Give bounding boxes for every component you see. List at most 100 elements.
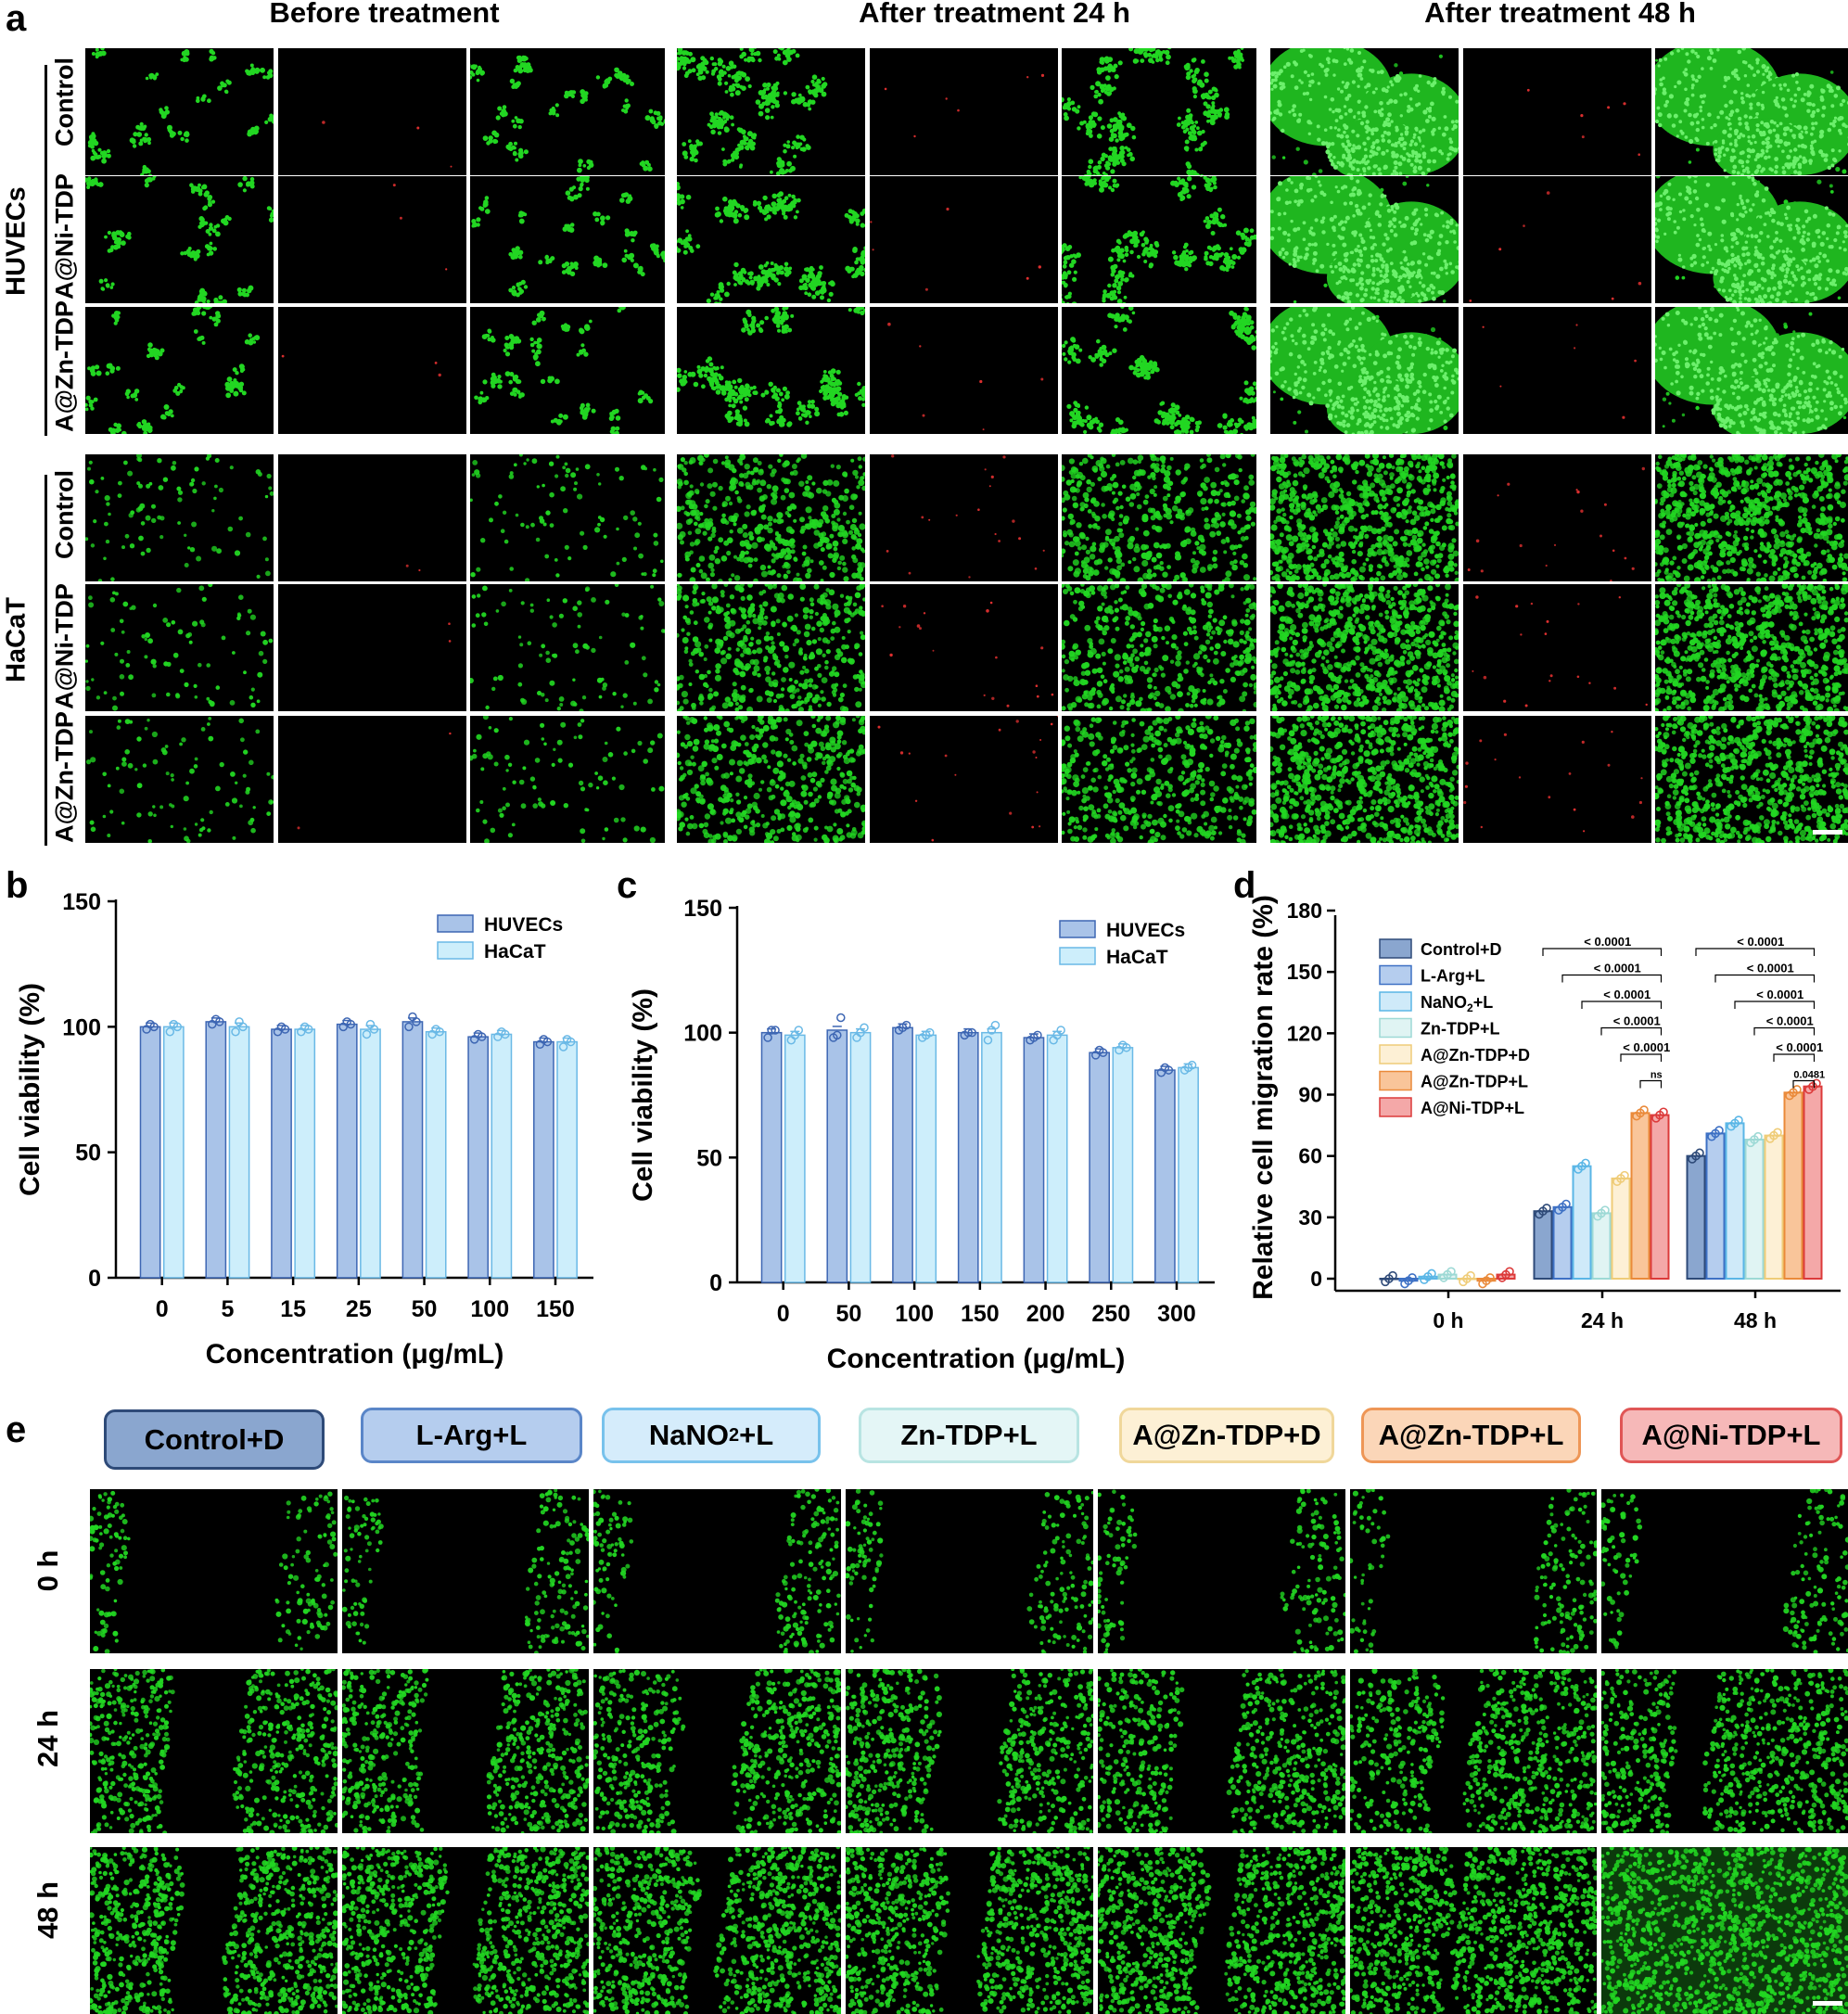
- bar-HaCaT-300: [1178, 1066, 1199, 1283]
- d-legend-label-1: L-Arg+L: [1421, 967, 1485, 986]
- tile-a-r2-g1-c2: [1062, 307, 1256, 434]
- tile-e-t0-g5: [1350, 1489, 1597, 1653]
- ytick-label-3: 150: [683, 896, 722, 922]
- point-HaCaT-250-2: [1122, 1043, 1131, 1052]
- ytick-label-2: 100: [683, 1021, 722, 1047]
- xlabel: Concentration (μg/mL): [827, 1344, 1126, 1374]
- bracket-hacat: [45, 475, 47, 846]
- xtick-label-3: 25: [346, 1296, 372, 1322]
- d-point-4-2-2: [1773, 1128, 1782, 1138]
- d-sig48-label-4: < 0.0001: [1776, 1040, 1823, 1054]
- tile-a-r2-g1-c1: [870, 307, 1058, 434]
- point-HUVECs-5-2: [215, 1017, 224, 1026]
- bar-HUVECs-150: [533, 1040, 554, 1279]
- point-HUVECs-100-2: [901, 1020, 911, 1030]
- tile-a-r5-g2-c2: [1655, 716, 1848, 843]
- tile-e-t1-g1: [342, 1669, 589, 1833]
- point-HaCaT-50-2: [860, 1023, 869, 1033]
- d-ytick-6: 180: [1287, 899, 1322, 923]
- d-ytick-0: 0: [1310, 1267, 1322, 1291]
- tile-a-r5-g2-c0: [1270, 716, 1459, 843]
- bar-HaCaT-0: [162, 1026, 185, 1279]
- row-label-hacat-zn: A@Zn-TDP: [51, 711, 80, 843]
- point-HUVECs-50-2: [836, 1013, 846, 1023]
- tile-a-r2-g2-c0: [1270, 307, 1459, 434]
- bar-HaCaT-200: [1046, 1034, 1068, 1283]
- d-bar-5-1: [1630, 1112, 1650, 1280]
- xtick-label-5: 100: [470, 1296, 509, 1322]
- tile-e-t2-g6: [1601, 1847, 1848, 2014]
- d-xtick-0: 0 h: [1433, 1308, 1463, 1332]
- tile-e-t2-g0: [90, 1847, 338, 2014]
- d-sig24-bracket-4: [1620, 1053, 1663, 1062]
- d-legend-swatch-5: [1379, 1070, 1412, 1091]
- point-HUVECs-50-2: [412, 1017, 421, 1026]
- bar-HUVECs-100: [467, 1036, 490, 1279]
- ytick-label-1: 50: [696, 1145, 722, 1171]
- point-HUVECs-0-0: [763, 1033, 772, 1042]
- tile-e-t0-g3: [846, 1489, 1093, 1653]
- d-legend-swatch-4: [1379, 1044, 1412, 1064]
- d-point-6-1-2: [1659, 1107, 1668, 1117]
- tile-e-t2-g3: [846, 1847, 1093, 2014]
- d-bar-2-1: [1572, 1165, 1592, 1281]
- legend-label-1: HaCaT: [484, 941, 546, 962]
- point-HaCaT-150-2: [566, 1037, 576, 1047]
- d-point-0-2-2: [1695, 1148, 1704, 1158]
- bar-HUVECs-0: [760, 1031, 783, 1283]
- bar-HUVECs-250: [1089, 1052, 1111, 1283]
- point-HaCaT-15-2: [303, 1025, 313, 1034]
- d-sig48-bracket-3: [1753, 1026, 1816, 1036]
- tile-a-r0-g2-c0: [1270, 48, 1459, 175]
- tile-e-t1-g5: [1350, 1669, 1597, 1833]
- row-label-huvecs-zn: A@Zn-TDP: [51, 300, 80, 432]
- row-label-hacat-control: Control: [51, 470, 80, 559]
- point-HUVECs-150-1: [963, 1027, 973, 1038]
- tile-a-r3-g1-c1: [870, 454, 1058, 581]
- tile-a-r0-g0-c0: [85, 48, 274, 175]
- tile-e-t0-g6: [1601, 1489, 1848, 1653]
- d-ytick-4: 120: [1287, 1021, 1322, 1045]
- tile-a-r4-g0-c2: [470, 584, 665, 711]
- d-sig48-label-5: 0.0481: [1793, 1070, 1825, 1081]
- d-sig24-label-3: < 0.0001: [1613, 1014, 1661, 1028]
- ylabel: Cell viability (%): [628, 988, 658, 1202]
- d-legend-label-2: NaNO2+L: [1421, 993, 1493, 1014]
- tile-e-t2-g1: [342, 1847, 589, 2014]
- point-HUVECs-15-2: [280, 1025, 290, 1034]
- d-legend-swatch-3: [1379, 1017, 1412, 1039]
- xtick-label-1: 50: [836, 1301, 862, 1327]
- point-HUVECs-200-2: [1033, 1030, 1042, 1040]
- bar-HaCaT-150: [981, 1031, 1002, 1283]
- tile-a-r0-g2-c1: [1463, 48, 1651, 175]
- d-point-5-2-2: [1792, 1085, 1802, 1094]
- tile-a-r5-g0-c2: [470, 716, 665, 843]
- xtick-label-1: 5: [221, 1296, 234, 1322]
- d-point-2-0-2: [1427, 1268, 1436, 1279]
- point-HUVECs-50-1: [833, 1030, 842, 1040]
- chart-c-cell-viability: 0 50 100 150 0 50 100 150 200 250 300 Cell viabilit…: [628, 896, 1215, 1374]
- point-HaCaT-300-2: [1187, 1060, 1197, 1070]
- bar-HaCaT-150: [556, 1040, 578, 1279]
- bar-HaCaT-0: [784, 1034, 806, 1283]
- d-sig24-label-2: < 0.0001: [1603, 988, 1650, 1001]
- d-bar-3-1: [1591, 1212, 1612, 1280]
- xlabel: Concentration (μg/mL): [206, 1339, 504, 1370]
- tile-a-r4-g2-c0: [1270, 584, 1459, 711]
- bar-HUVECs-300: [1154, 1069, 1176, 1283]
- d-bar-2-2: [1725, 1122, 1745, 1280]
- d-sig24-label-5: ns: [1650, 1070, 1663, 1081]
- d-point-6-2-2: [1812, 1078, 1821, 1089]
- d-legend-label-4: A@Zn-TDP+D: [1421, 1046, 1530, 1064]
- tile-e-t1-g3: [846, 1669, 1093, 1833]
- tile-a-r4-g2-c1: [1463, 584, 1651, 711]
- tile-a-r3-g1-c2: [1062, 454, 1256, 581]
- row-label-huvecs-ni: A@Ni-TDP: [51, 173, 80, 300]
- bar-HaCaT-100: [491, 1033, 513, 1279]
- d-point-0-0-2: [1388, 1270, 1397, 1281]
- tile-a-r4-g0-c1: [278, 584, 466, 711]
- tile-a-r5-g1-c2: [1062, 716, 1256, 843]
- d-sig48-bracket-4: [1773, 1053, 1816, 1062]
- tile-a-r0-g1-c1: [870, 48, 1058, 175]
- tile-e-t1-g0: [90, 1669, 338, 1833]
